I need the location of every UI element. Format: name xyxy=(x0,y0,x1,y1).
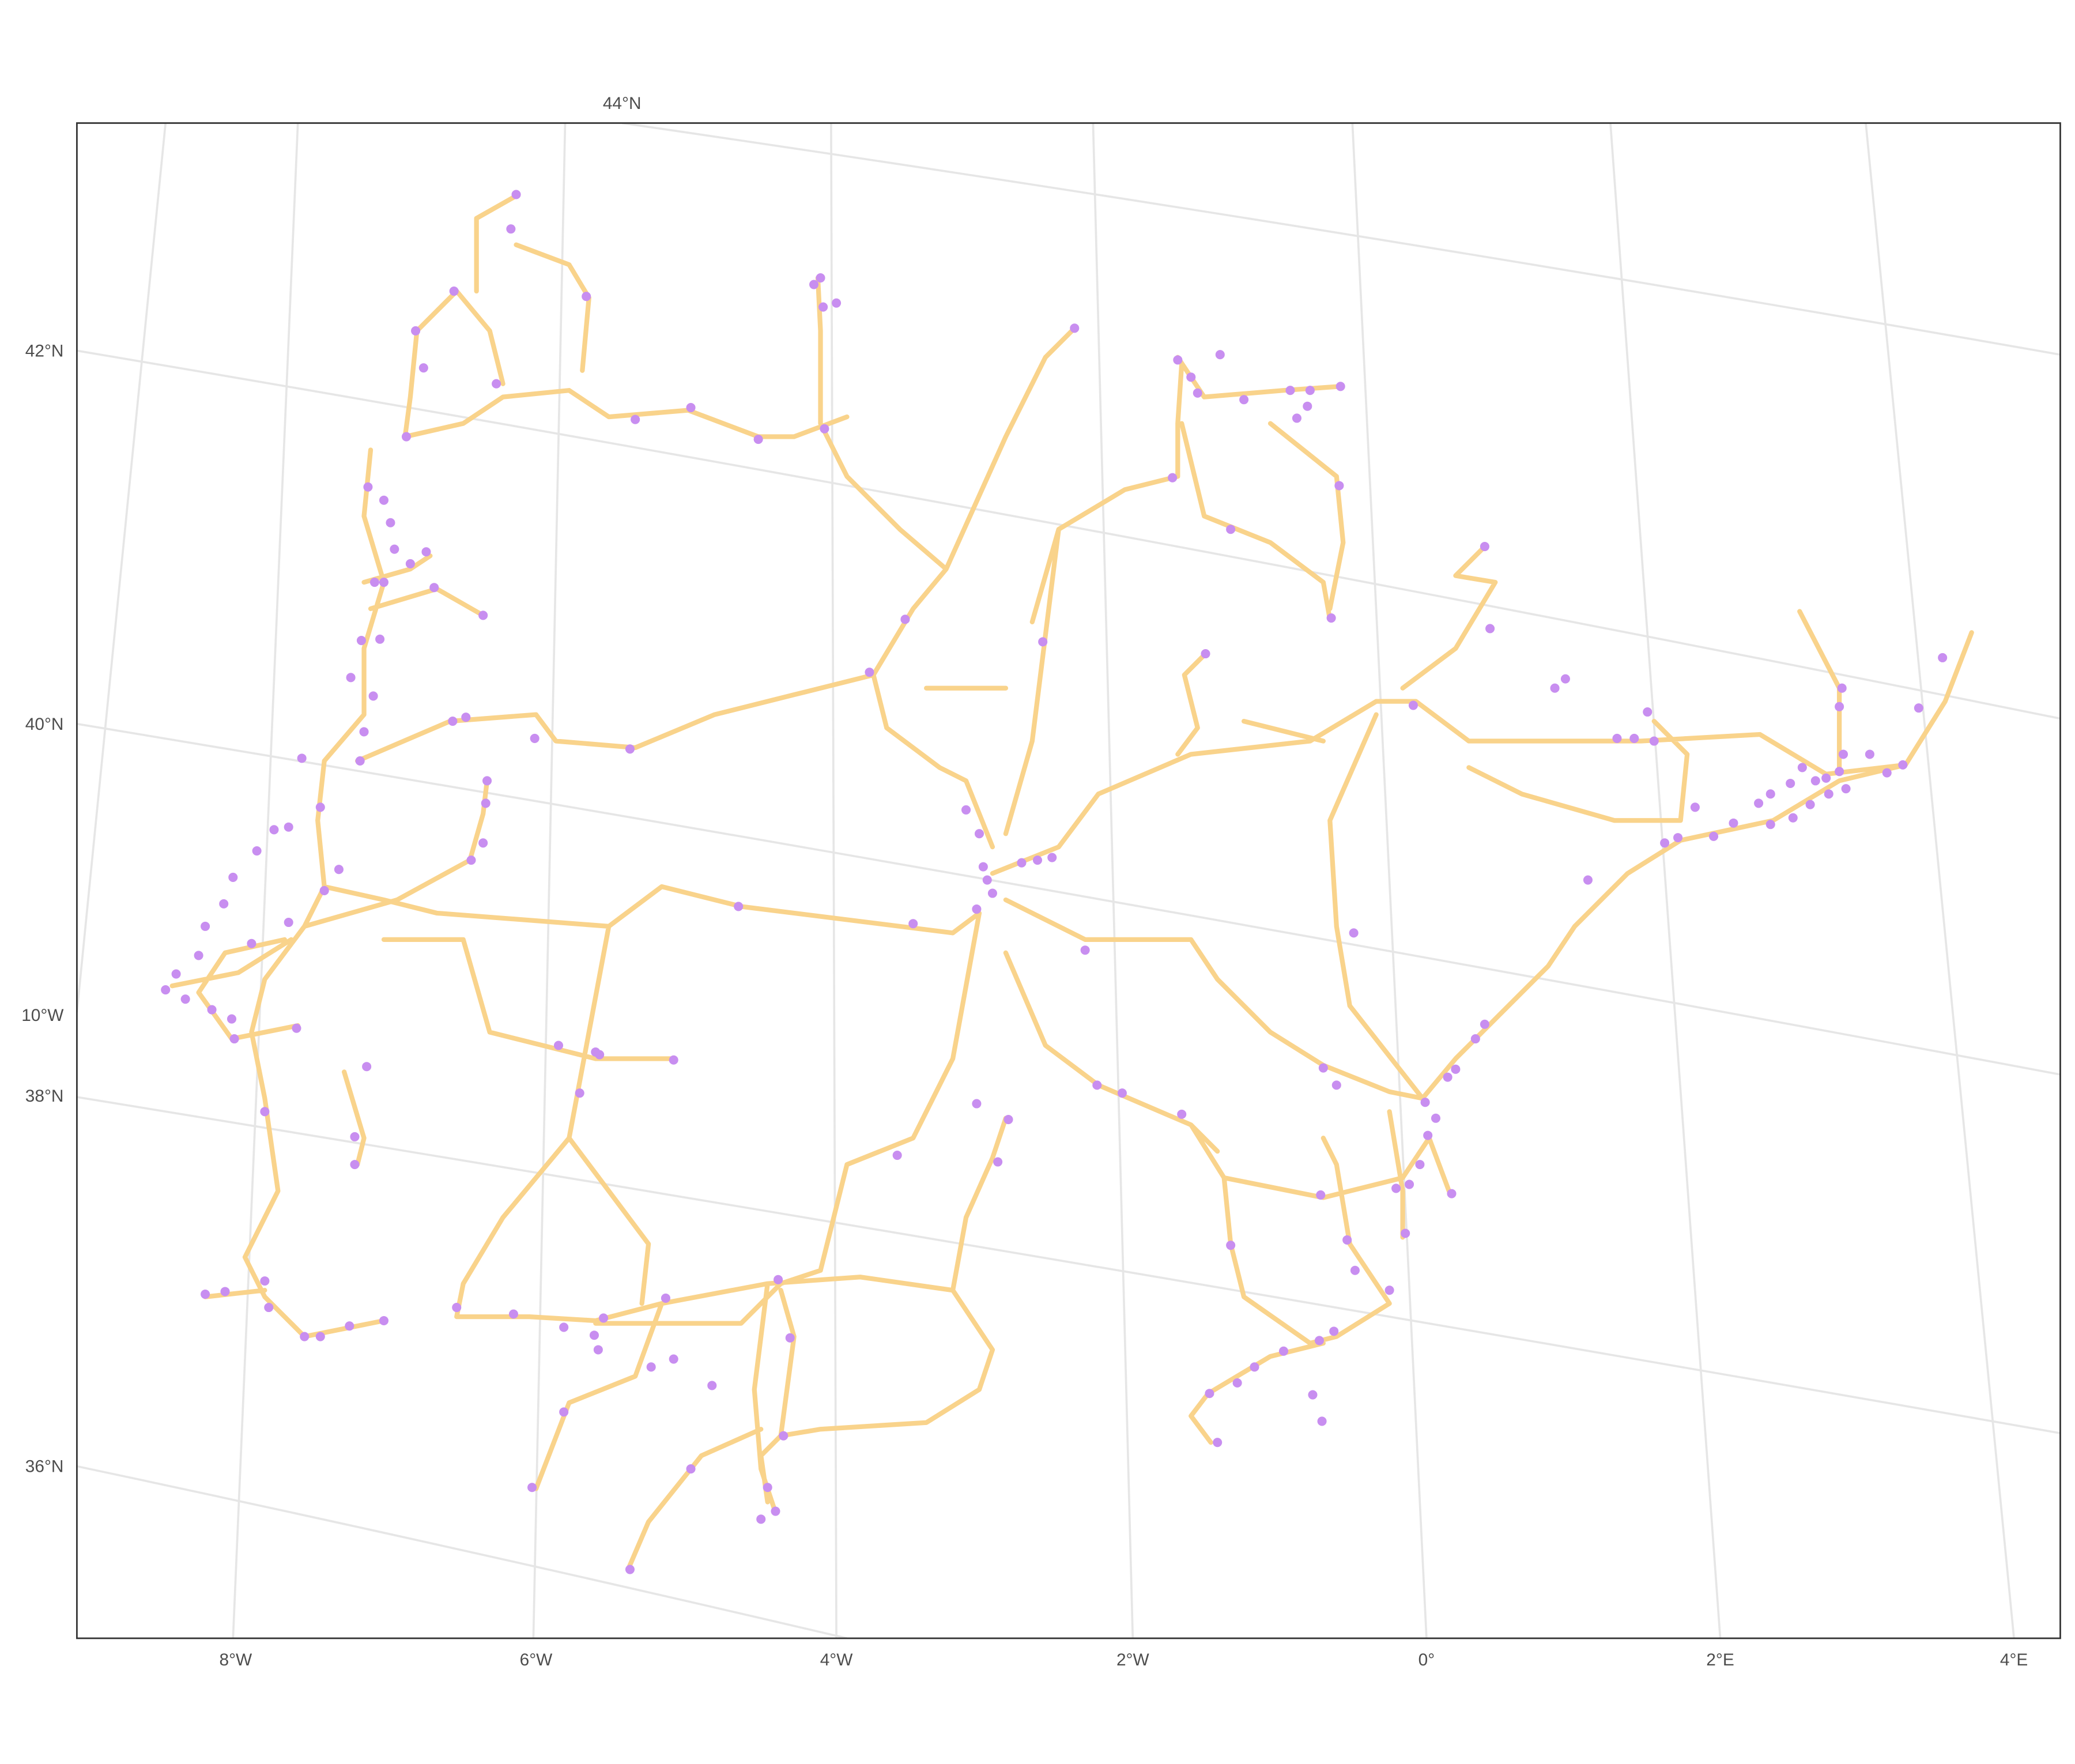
meridian xyxy=(532,123,567,1638)
longitude-label: 2°E xyxy=(1706,1650,1734,1669)
parallel xyxy=(77,722,2061,1076)
parallel xyxy=(77,1096,2061,1434)
meridian xyxy=(830,123,837,1638)
meridian xyxy=(1092,123,1134,1638)
meridian xyxy=(1351,123,1428,1638)
latitude-label: 44°N xyxy=(603,94,642,113)
meridian xyxy=(232,123,299,1638)
stations xyxy=(161,190,1948,1574)
longitude-label: 0° xyxy=(1418,1650,1435,1669)
longitude-label: 10°W xyxy=(21,1006,64,1025)
graticule xyxy=(77,123,2061,1638)
parallel xyxy=(621,123,2061,356)
longitude-label: 8°W xyxy=(220,1650,253,1669)
latitude-label: 36°N xyxy=(25,1457,64,1476)
panel-border xyxy=(76,122,2061,1639)
meridian xyxy=(77,123,167,1013)
longitude-label: 4°W xyxy=(820,1650,854,1669)
longitude-label: 6°W xyxy=(520,1650,553,1669)
parallel xyxy=(77,1465,847,1638)
latitude-label: 40°N xyxy=(25,715,64,734)
latitude-label: 42°N xyxy=(25,341,64,360)
meridian xyxy=(1865,123,2015,1638)
longitude-label: 2°W xyxy=(1116,1650,1150,1669)
longitude-label: 4°E xyxy=(2000,1650,2028,1669)
latitude-label: 38°N xyxy=(25,1087,64,1106)
meridian xyxy=(1609,123,1722,1638)
